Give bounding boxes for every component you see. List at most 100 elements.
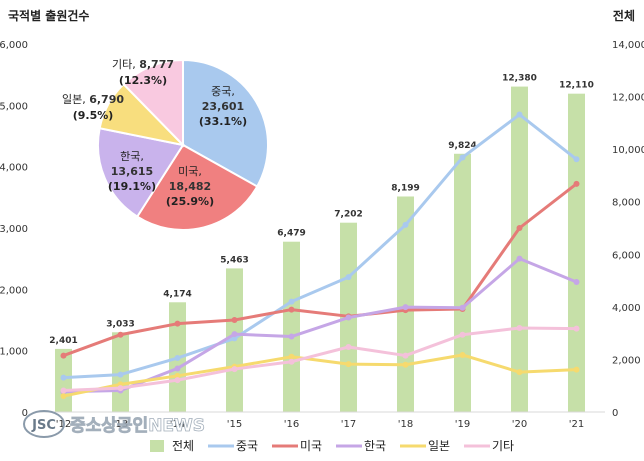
bar-data-label: 4,174 <box>163 289 191 299</box>
series-point <box>573 156 580 163</box>
series-point <box>117 331 124 338</box>
left-tick-label: 2,000 <box>0 285 28 296</box>
series-point <box>345 343 352 350</box>
line-series-기타 <box>60 324 580 394</box>
x-axis: '12'13'14'15'16'17'18'19'20'21 <box>35 411 605 430</box>
legend-item: 기타 <box>464 439 514 453</box>
series-point <box>60 374 67 381</box>
right-tick-label: 2,000 <box>612 355 641 366</box>
left-tick-label: 0 <box>22 408 28 419</box>
right-axis-title: 전체 <box>613 8 635 23</box>
legend-swatch <box>150 440 164 452</box>
pie-slice-label: 중국, 23,601 (33.1%) <box>199 85 247 128</box>
left-axis-title: 국적별 출원건수 <box>8 8 89 23</box>
legend-label: 전체 <box>172 439 194 453</box>
series-point <box>345 361 352 368</box>
x-tick-label: '14 <box>170 419 185 430</box>
pie-slice-label: 기타, 8,777 (12.3%) <box>112 58 174 87</box>
bar-data-label: 7,202 <box>334 210 362 220</box>
series-point <box>516 369 523 376</box>
x-tick-label: '21 <box>569 419 584 430</box>
legend-item: 한국 <box>336 439 386 453</box>
pie-slice-value: 8,777 <box>139 58 174 71</box>
legend-item: 전체 <box>150 439 194 453</box>
series-point <box>288 333 295 340</box>
series-point <box>117 385 124 392</box>
legend-item: 미국 <box>272 439 322 453</box>
series-line <box>62 182 578 357</box>
x-tick-label: '13 <box>113 419 128 430</box>
pie-slice-value: 23,601 <box>202 100 244 113</box>
pie-slice-name: 일본, 6,790 <box>62 92 124 106</box>
series-point <box>516 324 523 331</box>
right-tick-label: 4,000 <box>612 303 641 314</box>
series-point <box>459 331 466 338</box>
series-point <box>60 393 67 400</box>
pie-slice <box>97 127 185 219</box>
bar-data-label: 3,033 <box>106 319 134 329</box>
bar-data-label: 8,199 <box>391 183 419 193</box>
x-tick-label: '18 <box>398 419 413 430</box>
pie-slice-label: 한국, 13,615 (19.1%) <box>108 150 156 193</box>
watermark: JSC 중소상공인NEWS <box>23 410 205 438</box>
pie-slice-percent: (25.9%) <box>166 195 214 208</box>
legend-label: 한국 <box>364 439 386 453</box>
right-tick-label: 8,000 <box>612 198 641 209</box>
right-tick-label: 14,000 <box>612 40 644 51</box>
line-series-일본 <box>60 351 580 400</box>
series-point <box>174 355 181 362</box>
bar-data-label: 2,401 <box>49 336 77 346</box>
series-point <box>288 353 295 360</box>
series-line <box>63 113 578 380</box>
left-tick-label: 4,000 <box>0 163 28 174</box>
series-point <box>174 372 181 379</box>
pie-slice-name: 중국, <box>211 85 235 98</box>
series-line <box>63 257 578 394</box>
series-line <box>63 353 577 398</box>
legend-label: 기타 <box>492 439 514 453</box>
series-point <box>288 306 295 313</box>
series-point <box>345 314 352 321</box>
pie-slice-value: 18,482 <box>169 180 211 193</box>
pie-slice-name: 한국, <box>120 150 144 163</box>
pie-slice-label: 일본, 6,790 (9.5%) <box>62 92 124 122</box>
series-point <box>174 365 181 372</box>
left-tick-label: 6,000 <box>0 40 28 51</box>
left-tick-label: 3,000 <box>0 224 28 235</box>
series-point <box>402 352 409 359</box>
pie-slice <box>182 58 269 188</box>
series-point <box>174 320 181 327</box>
series-point <box>516 111 523 118</box>
series-point <box>573 180 580 187</box>
series-point <box>288 298 295 305</box>
series-point <box>402 361 409 368</box>
series-point <box>516 225 523 231</box>
pie-slice-value: 13,615 <box>111 165 153 178</box>
line-series-group <box>60 111 580 400</box>
bar-total <box>283 241 300 412</box>
series-point <box>345 274 352 281</box>
pie-chart: 중국, 23,601 (33.1%) 미국, 18,482 (25.9%) 한국, 13,61… <box>62 58 269 231</box>
pie-slice <box>135 143 259 231</box>
x-tick-label: '16 <box>284 419 299 430</box>
series-point <box>231 366 238 373</box>
watermark-logo: JSC <box>31 418 56 433</box>
x-tick-label: '17 <box>341 419 356 430</box>
series-line <box>63 326 577 393</box>
pie-slice-percent: (9.5%) <box>73 109 114 122</box>
series-point <box>117 371 124 378</box>
bar-data-label: 5,463 <box>220 255 248 265</box>
legend-label: 중국 <box>236 439 258 453</box>
series-point <box>60 387 67 394</box>
legend-label: 일본 <box>428 439 450 453</box>
series-point <box>573 325 580 332</box>
series-point <box>231 331 238 338</box>
series-point <box>231 335 238 342</box>
series-point <box>459 304 466 311</box>
bar-total <box>568 93 585 413</box>
left-tick-label: 1,000 <box>0 347 28 358</box>
legend-label: 미국 <box>300 439 322 453</box>
series-point <box>573 278 580 285</box>
